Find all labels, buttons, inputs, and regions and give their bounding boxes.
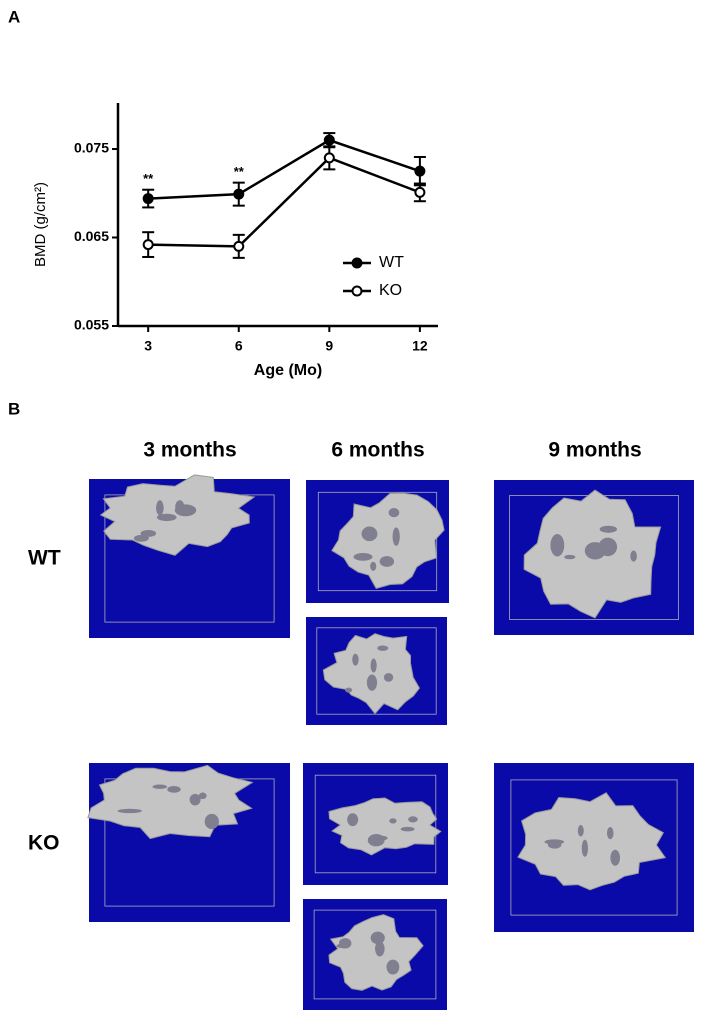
y-tick-label: 0.065 xyxy=(74,228,109,244)
bone-pore xyxy=(630,550,637,562)
bone-surface xyxy=(328,797,442,856)
bone-pore xyxy=(584,542,606,560)
bounding-box xyxy=(316,627,437,715)
bone-pore xyxy=(564,554,576,560)
bone-pore xyxy=(140,530,157,537)
bone-pore xyxy=(383,672,394,682)
bone-pore xyxy=(174,504,197,517)
y-tick-label: 0.075 xyxy=(74,140,109,156)
x-tick-label: 6 xyxy=(235,338,243,354)
bone-surface xyxy=(322,633,421,715)
bone-pore xyxy=(370,931,385,945)
panel-label: B xyxy=(8,399,20,418)
point xyxy=(323,134,335,146)
bone-pore xyxy=(581,839,589,857)
bone-pore xyxy=(377,645,389,651)
bone-pore xyxy=(400,826,415,832)
point xyxy=(414,165,426,177)
bone-pore xyxy=(599,525,618,533)
bone-pore xyxy=(550,534,565,557)
bone-pore xyxy=(610,849,621,866)
legend-label: KO xyxy=(379,282,402,299)
column-header: 3 months xyxy=(143,439,236,462)
bone-pore xyxy=(133,534,149,542)
bone-pore xyxy=(408,816,418,823)
y-axis-label: BMD (g/cm²) xyxy=(32,182,49,267)
bone-pore xyxy=(152,784,167,789)
x-tick-label: 3 xyxy=(144,338,152,354)
series-line xyxy=(148,156,421,248)
bone-pore xyxy=(370,658,377,673)
bone-pore xyxy=(347,813,359,827)
bone-pore xyxy=(167,786,181,793)
bounding-box xyxy=(313,909,437,1000)
bone-pore xyxy=(386,959,400,975)
x-tick-label: 12 xyxy=(412,338,428,354)
bone-pore xyxy=(353,552,373,561)
bone-pore xyxy=(189,793,201,806)
bone-pore xyxy=(366,674,378,691)
bone-surface xyxy=(331,492,445,589)
bone-pore xyxy=(117,808,142,814)
bone-pore xyxy=(392,527,400,546)
bone-pore xyxy=(544,839,565,845)
bone-pore xyxy=(339,938,352,949)
bounding-box xyxy=(317,491,438,592)
x-axis-label: Age (Mo) xyxy=(254,362,322,379)
legend-label: WT xyxy=(379,254,404,271)
column-header: 9 months xyxy=(548,439,641,462)
point xyxy=(233,188,245,200)
bounding-box xyxy=(314,774,437,874)
bone-pore xyxy=(361,526,378,542)
point xyxy=(142,239,154,251)
bone-pore xyxy=(388,508,400,518)
y-tick-label: 0.055 xyxy=(74,317,109,333)
row-header: KO xyxy=(28,832,60,855)
bone-pore xyxy=(352,653,359,666)
bone-pore xyxy=(379,556,395,567)
legend-marker xyxy=(351,285,363,297)
annotation: ** xyxy=(234,164,245,179)
bone-pore xyxy=(577,825,584,837)
point xyxy=(142,193,154,205)
point xyxy=(323,152,335,164)
row-header: WT xyxy=(28,547,61,570)
bone-pore xyxy=(198,792,207,800)
panel-label: A xyxy=(8,7,20,26)
bounding-box xyxy=(510,779,678,916)
bone-pore xyxy=(375,835,388,841)
bone-pore xyxy=(606,827,614,840)
bone-pore xyxy=(156,513,177,522)
bone-pore xyxy=(156,500,164,516)
point xyxy=(233,240,245,252)
bone-pore xyxy=(204,813,219,830)
column-header: 6 months xyxy=(331,439,424,462)
micro-ct-images xyxy=(87,474,694,1010)
bone-pore xyxy=(370,561,377,571)
annotation: ** xyxy=(143,171,154,186)
series-line xyxy=(148,138,421,200)
bone-surface xyxy=(517,792,667,891)
bone-pore xyxy=(375,941,385,957)
bone-pore xyxy=(345,687,353,693)
point xyxy=(414,186,426,198)
bone-pore xyxy=(389,818,397,824)
legend-marker xyxy=(351,257,363,269)
x-tick-label: 9 xyxy=(325,338,333,354)
